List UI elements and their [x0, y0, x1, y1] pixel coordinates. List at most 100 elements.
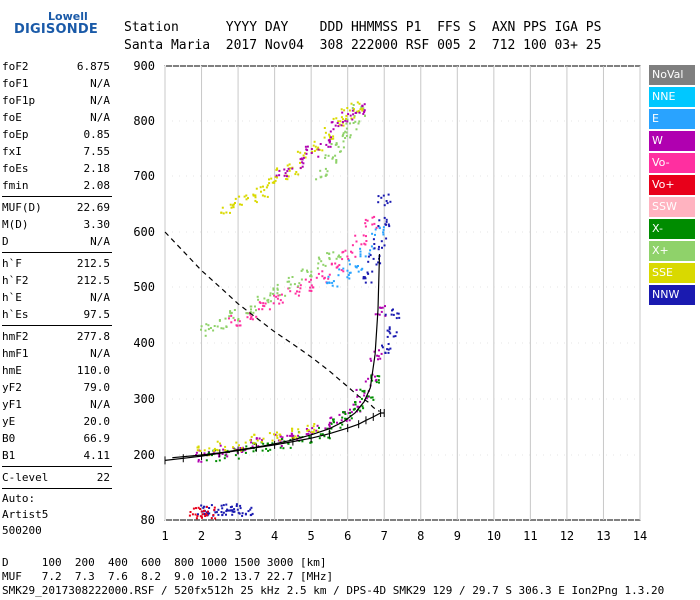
- echo-point: [308, 280, 311, 283]
- echo-point: [364, 114, 366, 117]
- echo-point: [265, 186, 268, 189]
- echo-point: [269, 294, 272, 297]
- echo-point: [255, 315, 258, 318]
- echo-point: [346, 120, 349, 123]
- echo-point: [369, 254, 372, 257]
- echo-point: [343, 109, 346, 112]
- echo-point: [345, 131, 348, 134]
- echo-point: [362, 112, 365, 115]
- echo-point: [362, 277, 365, 280]
- echo-point: [290, 433, 293, 436]
- echo-point: [384, 352, 387, 354]
- x-tick-label: 5: [308, 529, 315, 543]
- echo-point: [392, 313, 395, 316]
- echo-point: [363, 276, 366, 279]
- echo-point: [252, 311, 255, 314]
- echo-point: [355, 240, 358, 243]
- echo-point: [363, 391, 366, 394]
- echo-point: [332, 137, 335, 140]
- echo-point: [305, 152, 308, 155]
- echo-point: [278, 169, 281, 172]
- echo-point: [310, 431, 313, 434]
- echo-point: [261, 440, 263, 443]
- echo-point: [347, 274, 350, 276]
- legend-item-vo: Vo+: [649, 175, 695, 195]
- echo-point: [344, 130, 347, 133]
- echo-point: [385, 220, 388, 223]
- echo-point: [201, 513, 204, 516]
- echo-point: [317, 148, 320, 151]
- footer-block: D 100 200 400 600 800 1000 1500 3000 [km…: [2, 556, 664, 598]
- echo-point: [254, 305, 256, 308]
- echo-point: [317, 146, 320, 149]
- echo-point: [262, 437, 265, 440]
- echo-point: [262, 185, 264, 188]
- echo-point: [332, 280, 335, 283]
- echo-point: [341, 258, 344, 261]
- echo-point: [320, 175, 323, 178]
- echo-point: [246, 316, 249, 319]
- echo-point: [337, 255, 340, 258]
- echo-point: [299, 151, 302, 154]
- echo-point: [376, 354, 379, 357]
- echo-point: [342, 140, 345, 143]
- echo-point: [216, 325, 219, 328]
- echo-point: [288, 169, 291, 172]
- y-tick-label: 500: [133, 280, 155, 294]
- echo-point: [229, 506, 232, 509]
- echo-point: [337, 125, 340, 128]
- echo-point: [219, 444, 222, 447]
- echo-point: [310, 284, 313, 287]
- param-value: 2.08: [83, 179, 111, 192]
- echo-point: [210, 504, 213, 507]
- echo-point: [385, 200, 388, 202]
- echo-point: [353, 407, 356, 410]
- echo-point: [339, 150, 341, 153]
- echo-point: [321, 270, 324, 273]
- echo-point: [383, 204, 386, 207]
- echo-point: [332, 418, 334, 421]
- echo-point: [217, 453, 220, 456]
- echo-point: [346, 107, 349, 109]
- param-key: yE: [2, 415, 16, 428]
- param-value: 79.0: [83, 381, 111, 394]
- echo-point: [298, 290, 301, 293]
- echo-point: [373, 350, 376, 353]
- echo-point: [247, 510, 250, 513]
- echo-point: [359, 250, 362, 253]
- echo-point: [360, 106, 363, 109]
- param-key: h`F2: [2, 274, 29, 287]
- echo-point: [230, 314, 233, 317]
- echo-point: [328, 133, 331, 136]
- echo-point: [352, 122, 355, 124]
- echo-point: [234, 202, 236, 204]
- echo-point: [239, 203, 241, 206]
- echo-point: [346, 276, 349, 279]
- echo-point: [377, 261, 380, 264]
- echo-point: [334, 154, 337, 157]
- echo-point: [374, 233, 376, 236]
- echo-point: [334, 262, 337, 265]
- echo-point: [321, 433, 324, 436]
- echo-point: [327, 275, 330, 278]
- echo-point: [351, 118, 354, 121]
- echo-point: [318, 426, 320, 429]
- echo-point: [226, 455, 229, 458]
- echo-point: [330, 427, 333, 430]
- echo-point: [330, 137, 333, 140]
- param-separator: [2, 252, 112, 253]
- echo-point: [364, 222, 367, 225]
- grid-lines: [164, 65, 641, 521]
- echo-point: [197, 445, 200, 448]
- echo-point: [267, 449, 270, 452]
- echo-point: [259, 186, 262, 189]
- echo-point: [382, 228, 385, 231]
- echo-point: [367, 377, 370, 380]
- echo-point: [386, 329, 389, 332]
- echo-point: [296, 150, 299, 153]
- echo-point: [371, 223, 374, 226]
- echo-point: [225, 325, 228, 328]
- echo-point: [205, 323, 208, 326]
- echo-point: [321, 149, 324, 152]
- param-value: N/A: [90, 235, 110, 248]
